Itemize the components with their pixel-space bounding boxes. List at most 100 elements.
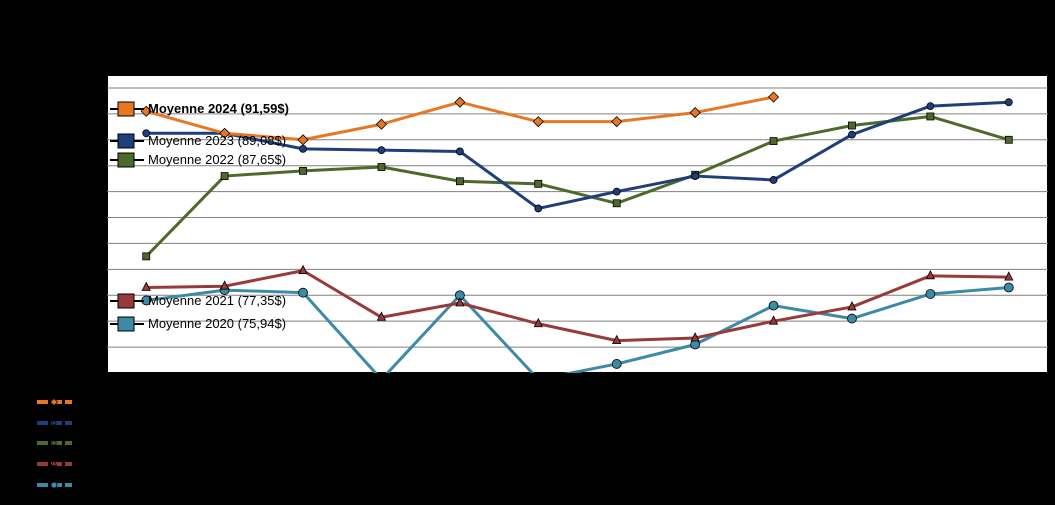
data-point [1004,98,1013,107]
data-point [377,375,386,384]
legend-swatch [117,133,135,149]
data-point [299,144,307,153]
y-tick-label: 90 $ [63,133,94,150]
data-point [612,334,622,345]
data-point [375,118,388,130]
data-point [377,163,386,171]
data-point [455,147,464,156]
data-point [376,311,387,321]
data-point [612,187,621,196]
y-tick-label: 76 $ [63,314,94,331]
data-point [689,107,701,119]
data-point [767,91,780,103]
data-point [926,102,935,110]
y-axis-tick-labels: 72 $ 74 $ 76 $ 78 $ 80 $ 82 $ 84 $ 86 $ 88 $ 90 $… [63,81,94,383]
data-point [769,176,778,184]
data-point [534,375,543,384]
legend-label: Moyenne 2023 (89,08$) [148,133,286,148]
data-point [455,177,464,186]
legend-swatch [117,316,135,332]
legend-entry: Moyenne 2021 (77,35$) [110,293,286,309]
data-point [299,166,307,175]
data-point [454,96,466,108]
y-tick-label: 88 $ [63,159,94,176]
data-point [377,146,386,155]
series-line [146,100,1009,210]
data-point [1004,271,1014,281]
legend-label: Moyenne 2021 (77,35$) [148,293,286,308]
data-point [925,269,936,280]
data-point [219,280,230,290]
data-point [926,112,935,121]
legend-label: Moyenne 2020 (75,94$) [148,316,286,331]
data-point [532,116,544,128]
legend-label: Moyenne 2024 (91,59$) [148,101,289,116]
bottom-legend-item [37,459,72,466]
bottom-legend-item [37,481,72,489]
data-point [50,459,58,466]
data-point [220,172,229,180]
data-point [1003,282,1014,293]
y-tick-label: 80 $ [63,262,94,279]
data-point [142,129,151,138]
data-point [141,281,151,291]
legend-entry: Moyenne 2022 (87,65$) [110,152,286,168]
data-point [534,179,543,188]
y-tick-label: 78 $ [63,288,94,305]
series-2 [142,98,1013,213]
y-tick-label: 72 $ [63,366,94,383]
y-tick-label: 92 $ [63,107,94,124]
data-point [1004,135,1013,144]
series-5 [141,282,1014,384]
data-point [298,264,308,275]
data-point [51,420,57,426]
bottom-legend-item [37,397,72,407]
data-point [847,313,857,324]
legend-swatch [117,101,135,117]
data-point [848,130,856,139]
x-axis-ticks [184,373,971,378]
y-tick-label: 94 $ [63,81,94,98]
data-point [297,134,309,146]
data-point [51,440,57,446]
bottom-legend-swatches [37,397,72,489]
bottom-legend-item [37,420,72,426]
legend-entry: Moyenne 2020 (75,94$) [110,316,286,332]
data-point [612,199,621,208]
series-3 [142,112,1013,261]
series-group [140,91,1014,384]
series-4 [141,264,1014,345]
legend-entry: Moyenne 2023 (89,08$) [110,133,286,149]
legend-entry: Moyenne 2024 (91,59$) [110,101,289,117]
bottom-legend-item [37,440,72,446]
data-point [534,204,543,213]
series-line [145,114,1010,258]
legend: Moyenne 2024 (91,59$) Moyenne 2023 (89,08… [110,101,289,332]
y-tick-label: 82 $ [63,236,94,253]
data-point [298,287,308,298]
data-point [455,297,465,307]
data-point [691,172,700,180]
data-point [611,116,623,128]
legend-label: Moyenne 2022 (87,65$) [148,152,286,167]
data-point [611,359,622,369]
data-point [847,301,857,311]
data-point [848,121,856,130]
legend-swatch [117,152,135,168]
data-point [925,289,936,299]
data-point [769,137,778,145]
data-point [768,315,779,325]
data-point [533,317,543,328]
data-point [50,481,58,489]
series-1 [140,91,780,146]
data-point [219,127,231,139]
y-tick-label: 86 $ [63,185,94,202]
y-tick-label: 74 $ [63,340,94,357]
data-point [768,300,779,311]
series-line [146,285,1009,373]
legend-swatch [117,293,135,309]
data-point [49,397,59,407]
series-line [146,269,1009,343]
data-point [690,332,700,342]
